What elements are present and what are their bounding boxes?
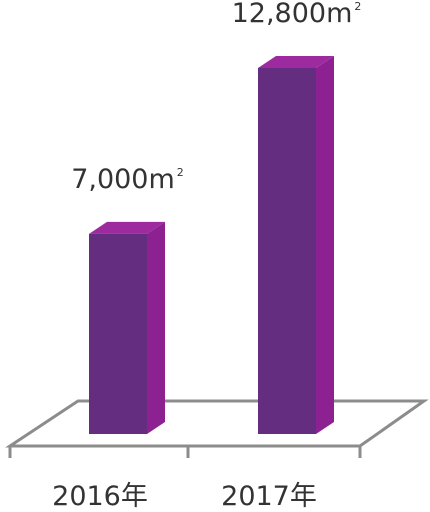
chart-bars [89,56,334,434]
bar-top-1 [89,221,165,234]
data-label-unit-superscript: 2 [177,166,184,179]
bar-side-2 [316,56,334,434]
chart-data-labels: 7,000m 212,800m 2 [71,0,361,195]
category-label-2: 2017年 [221,481,317,512]
category-label-1: 2016年 [52,481,148,512]
data-label-1: 7,000m [71,164,175,195]
chart-floor [5,399,429,458]
data-label-unit-superscript: 2 [354,0,361,13]
chart-floor-outline [5,399,429,448]
bar-2 [258,68,316,434]
data-label-2: 12,800m [232,0,353,29]
bar-top-2 [258,56,334,68]
bar-side-1 [147,221,165,434]
chart-category-axis: 2016年 2017年 [52,481,317,512]
bar-1 [89,233,147,434]
